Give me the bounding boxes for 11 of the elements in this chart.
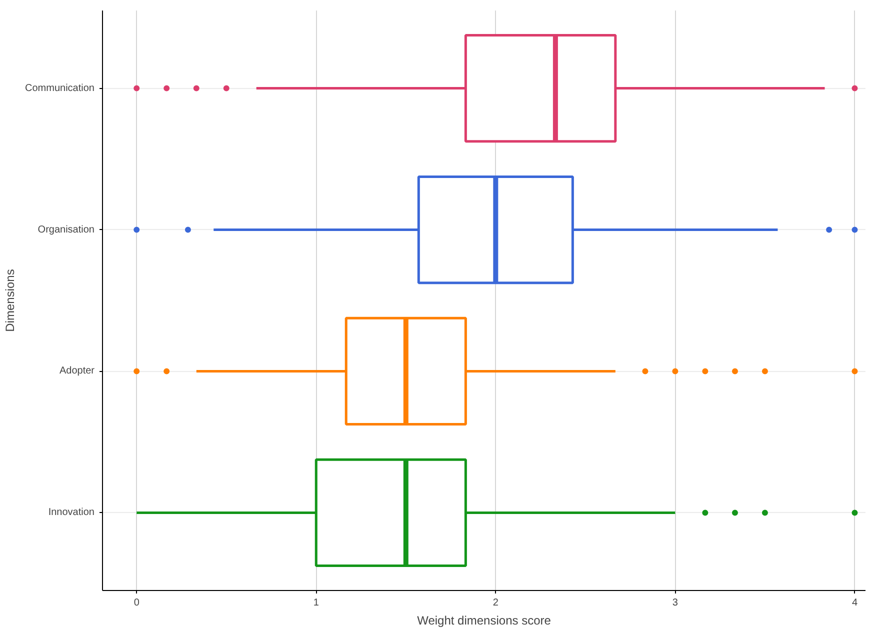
x-tick-label: 1 [313, 598, 320, 608]
x-tick-label: 2 [492, 598, 499, 608]
y-tick-label: Communication [25, 82, 95, 94]
x-tick-label: 0 [134, 598, 140, 608]
x-tick-label: 3 [672, 598, 678, 608]
x-axis-title: Weight dimensions score [417, 614, 552, 628]
y-tick-label: Innovation [48, 507, 95, 518]
y-tick-label: Organisation [38, 224, 95, 236]
y-tick-label: Adopter [59, 366, 96, 377]
y-axis-title: Dimensions [3, 269, 18, 332]
x-tick-label: 4 [852, 598, 858, 608]
